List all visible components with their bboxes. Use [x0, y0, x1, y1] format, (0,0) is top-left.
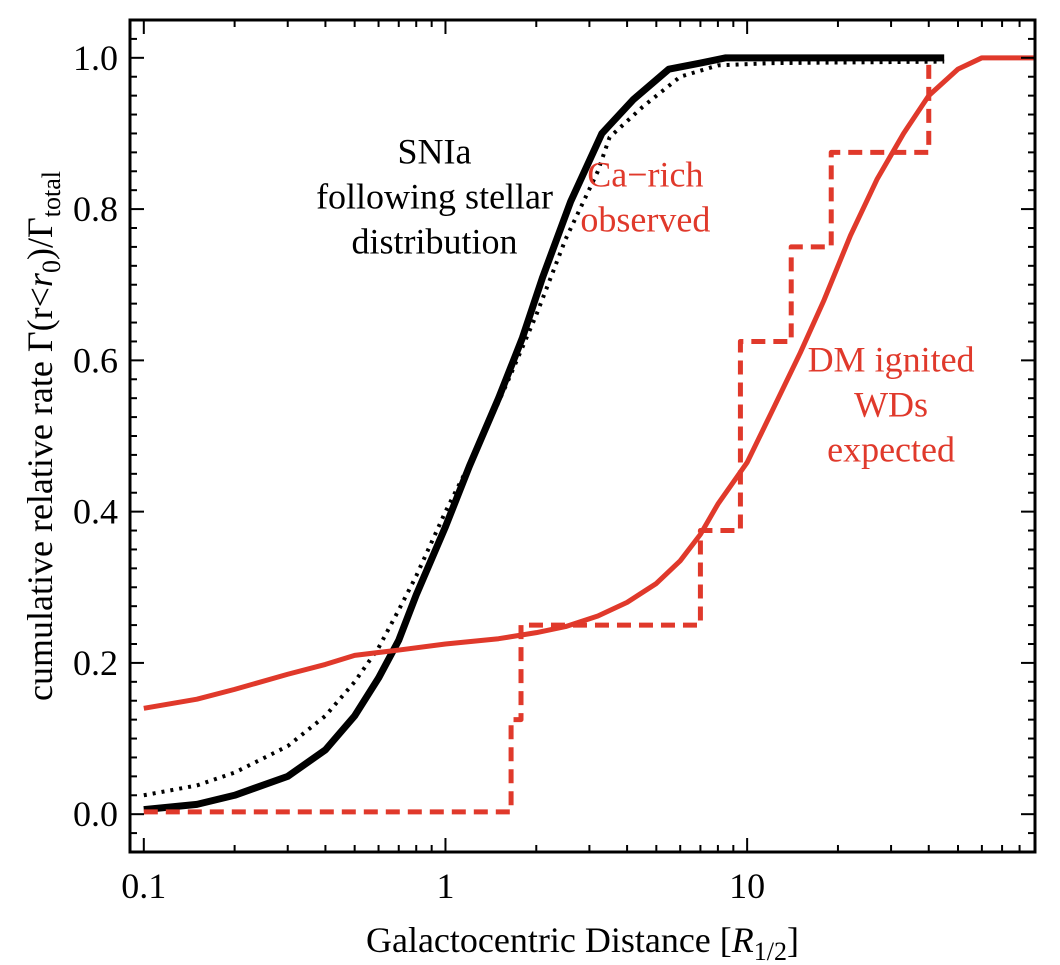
tick-labels: 0.1 1 10 0.0 0.2 0.4 0.6 0.8 1.0	[73, 38, 765, 906]
annotation-line: Ca−rich	[587, 154, 703, 194]
y-tick-label: 0.2	[73, 643, 118, 683]
annotation-carich: Ca−rich observed	[580, 154, 710, 239]
series-layer	[143, 54, 1035, 815]
y-tick-label: 0.6	[73, 340, 118, 380]
x-tick-label: 0.1	[121, 866, 166, 906]
annotation-line: DM ignited	[808, 340, 975, 380]
y-tick-label: 0.0	[73, 794, 118, 834]
series-line-3-solid	[143, 55, 1035, 711]
annotation-line: WDs	[854, 385, 928, 425]
x-tick-label: 1	[436, 866, 454, 906]
y-tick-label: 0.4	[73, 492, 118, 532]
annotation-snia: SNIa following stellar distribution	[316, 132, 553, 262]
y-tick-label: 1.0	[73, 38, 118, 78]
annotations: SNIa following stellar distribution Ca−rich…	[316, 132, 974, 470]
ticks-layer	[129, 19, 1036, 853]
x-tick-label: 10	[729, 866, 765, 906]
x-axis-title: Galactocentric Distance [R1/2]	[366, 920, 799, 965]
series-line-1-solid	[143, 54, 945, 814]
annotation-dm: DM ignited WDs expected	[808, 340, 975, 470]
annotation-line: SNIa	[398, 132, 472, 172]
y-tick-label: 0.8	[73, 189, 118, 229]
annotation-line: distribution	[352, 222, 518, 262]
series-line-2-dotted	[143, 59, 945, 798]
annotation-line: expected	[827, 430, 955, 470]
annotation-line: following stellar	[316, 177, 553, 217]
y-axis-title: cumulative relative rate Γ(r<r0)/Γtotal	[20, 171, 66, 701]
annotation-line: observed	[580, 199, 710, 239]
series-line-4-dashed	[143, 57, 932, 815]
